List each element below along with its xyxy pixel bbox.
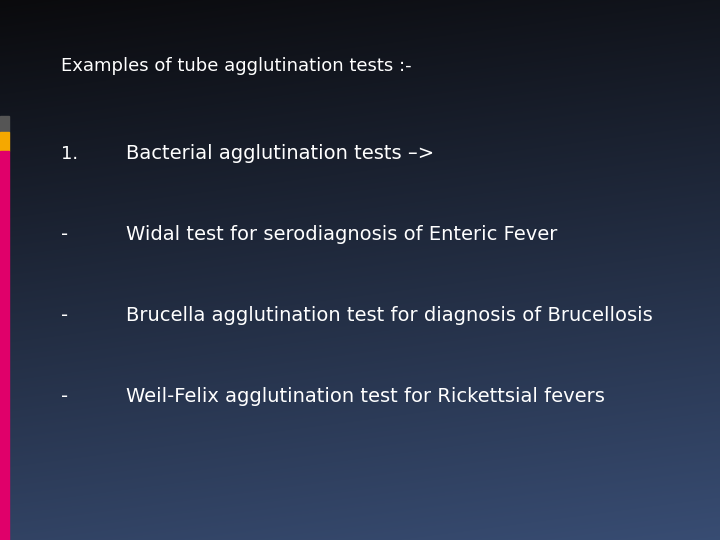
Text: Brucella agglutination test for diagnosis of Brucellosis: Brucella agglutination test for diagnosi… [126, 306, 653, 326]
Text: Weil-Felix agglutination test for Rickettsial fevers: Weil-Felix agglutination test for Ricket… [126, 387, 605, 407]
Text: -: - [61, 306, 68, 326]
Bar [0, 151, 9, 540]
Text: Bacterial agglutination tests –>: Bacterial agglutination tests –> [126, 144, 434, 164]
Text: 1.: 1. [61, 145, 78, 163]
Text: Examples of tube agglutination tests :-: Examples of tube agglutination tests :- [61, 57, 412, 75]
Bar [0, 116, 9, 132]
Bar [0, 132, 9, 151]
Text: -: - [61, 225, 68, 245]
Text: Widal test for serodiagnosis of Enteric Fever: Widal test for serodiagnosis of Enteric … [126, 225, 557, 245]
Text: -: - [61, 387, 68, 407]
